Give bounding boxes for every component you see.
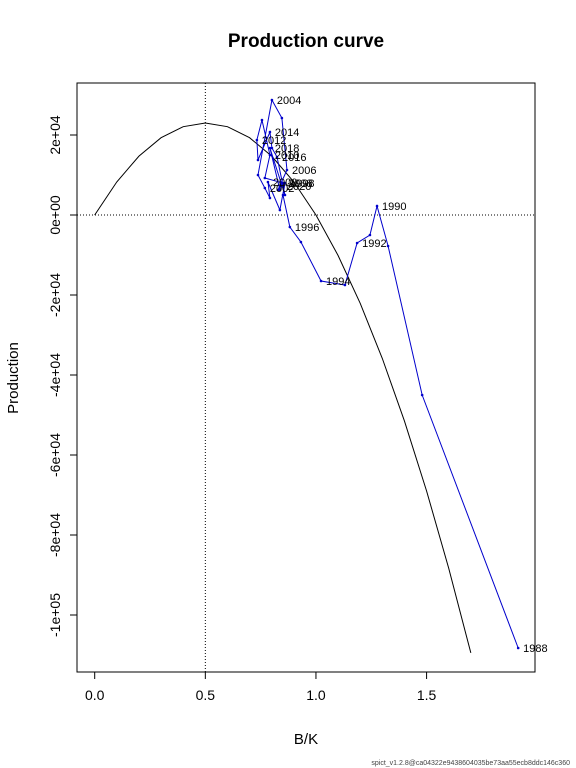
point-label: 2016: [282, 152, 306, 164]
point: [260, 118, 264, 122]
point: [278, 188, 282, 192]
x-axis-label: B/K: [294, 731, 318, 748]
chart-title: Production curve: [228, 31, 384, 52]
y-tick-label: -1e+05: [47, 593, 63, 637]
point: [268, 196, 272, 200]
point: [283, 181, 287, 185]
point: [275, 155, 279, 159]
x-tick-label: 0.5: [196, 687, 216, 703]
point: [319, 279, 323, 283]
footer: spict_v1.2.8@ca04322e9438604035be73aa55e…: [371, 760, 570, 767]
point: [355, 241, 359, 245]
point-label: 2018: [275, 143, 299, 155]
point: [285, 168, 289, 172]
point-label: 1992: [362, 238, 386, 250]
point-label: 1996: [295, 222, 319, 234]
y-tick-label: 0e+00: [47, 195, 63, 235]
point-label: 2012: [262, 135, 286, 147]
y-tick-label: -4e+04: [47, 353, 63, 397]
point: [299, 240, 303, 244]
point: [263, 186, 267, 190]
point: [270, 98, 274, 102]
point-label: 2006: [292, 165, 316, 177]
plot-box: [76, 82, 536, 673]
point-label: 2020: [287, 181, 311, 193]
point: [266, 180, 270, 184]
point-label: 2008: [288, 178, 312, 190]
point-label: 1998: [290, 178, 314, 190]
point: [386, 244, 390, 248]
y-tick-label: -8e+04: [47, 513, 63, 557]
point: [288, 225, 292, 229]
y-tick-label: -2e+04: [47, 273, 63, 317]
point: [276, 188, 280, 192]
point: [283, 193, 287, 197]
x-tick-label: 0.0: [85, 687, 105, 703]
point: [256, 158, 260, 162]
point-label: 2000: [273, 177, 297, 189]
point: [375, 204, 379, 208]
series-line: [94, 122, 472, 654]
point: [268, 130, 272, 134]
y-axis-label: Production: [5, 342, 22, 414]
point-label: 2004: [277, 95, 301, 107]
point: [281, 181, 285, 185]
point: [255, 138, 259, 142]
point: [420, 393, 424, 397]
y-tick-label: -6e+04: [47, 433, 63, 477]
point-label: 1988: [523, 643, 547, 655]
point: [278, 208, 282, 212]
point: [263, 176, 267, 180]
point: [268, 146, 272, 150]
point: [368, 233, 372, 237]
point-label: 2010: [275, 150, 299, 162]
point: [281, 193, 285, 197]
point-label: 1990: [382, 201, 406, 213]
point: [280, 184, 284, 188]
point: [343, 283, 347, 287]
point: [280, 116, 284, 120]
point: [256, 173, 260, 177]
point: [270, 146, 274, 150]
x-tick-label: 1.5: [417, 687, 437, 703]
x-tick-label: 1.0: [306, 687, 326, 703]
point-label: 2002: [270, 183, 294, 195]
series-line: [256, 98, 519, 649]
y-tick-label: 2e+04: [47, 115, 63, 155]
point: [268, 153, 272, 157]
point-label: 2014: [275, 127, 299, 139]
point-label: 1994: [326, 276, 350, 288]
point: [516, 646, 520, 650]
